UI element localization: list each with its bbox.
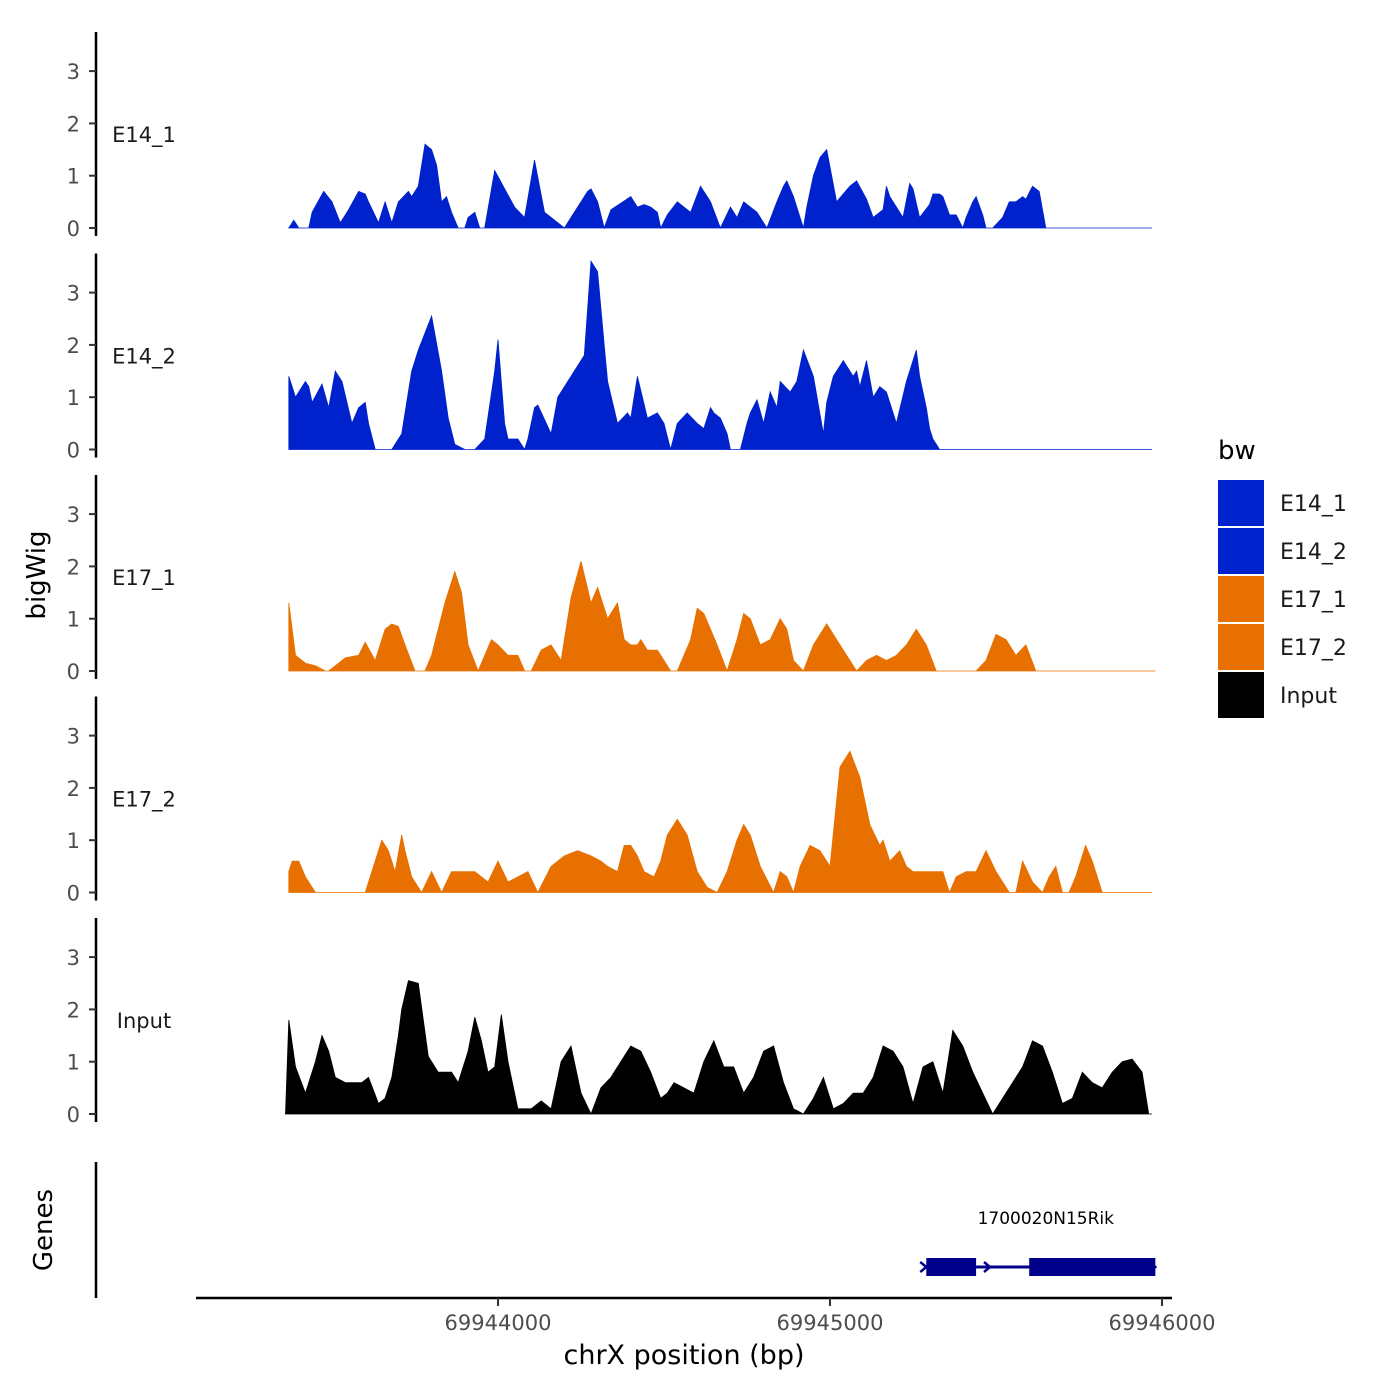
y-tick-label: 1 [67,608,80,632]
strand-arrow [965,1261,974,1273]
legend-label: E17_2 [1280,636,1347,661]
track-E14_1: 0 1 2 3 E14_1 [67,32,1152,241]
x-tick-label: 69946000 [1109,1311,1216,1335]
signal-area-E14_2 [288,259,1152,451]
y-tick-label: 3 [67,60,80,84]
y-tick-label: 1 [67,829,80,853]
y-tick-label: 2 [67,998,80,1022]
genes-track: Genes 1700020N15Rik [29,1162,1158,1298]
track-label: E17_2 [112,788,176,813]
gene-exon [1029,1258,1156,1276]
y-tick-label: 3 [67,725,80,749]
track-Input: 0 1 2 3 Input [67,918,1152,1127]
x-tick-label: 69945000 [777,1311,884,1335]
legend-swatch [1218,480,1264,526]
y-tick-label: 3 [67,503,80,527]
gene-model [919,1258,1158,1276]
y-tick-label: 1 [67,1051,80,1075]
x-tick-label: 69944000 [445,1311,552,1335]
y-tick-label: 1 [67,165,80,189]
signal-area-E17_2 [288,750,1152,894]
y-tick-label: 3 [67,282,80,306]
gene-name-label: 1700020N15Rik [978,1209,1115,1229]
track-E17_1: 0 1 2 3 E17_1 [67,475,1156,684]
track-label: E14_2 [112,345,176,370]
y-tick-label: 0 [67,660,80,684]
signal-tracks: 0 1 2 3 E14_1 0 1 2 3 E14_2 0 1 2 3 E17_1 0 1 2 3 E17_2 0 1 2 3… [67,32,1156,1127]
signal-area-Input [285,980,1152,1116]
y-tick-label: 3 [67,946,80,970]
track-label: E14_1 [112,123,176,148]
track-label: E17_1 [112,566,176,591]
y-tick-label: 0 [67,1103,80,1127]
track-label: Input [117,1009,171,1033]
signal-area-E14_1 [288,143,1152,230]
legend-swatch [1218,624,1264,670]
strand-arrow [983,1261,992,1273]
y-tick-label: 1 [67,386,80,410]
x-axis: 69944000 69945000 69946000 [196,1296,1216,1335]
track-E17_2: 0 1 2 3 E17_2 [67,696,1152,906]
y-tick-label: 2 [67,777,80,801]
legend-swatch [1218,528,1264,574]
gene-exon [926,1258,977,1276]
legend-label: E14_1 [1280,492,1347,517]
y-tick-label: 0 [67,439,80,463]
y-tick-label: 2 [67,112,80,136]
strand-arrow [1148,1261,1158,1273]
legend-swatch [1218,576,1264,622]
signal-area-E17_1 [288,561,1156,673]
y-axis-label: bigWig [22,530,52,619]
legend-label: E17_1 [1280,588,1347,613]
track-E14_2: 0 1 2 3 E14_2 [67,253,1152,463]
genes-track-label: Genes [29,1189,59,1271]
y-tick-label: 0 [67,882,80,906]
legend-label: E14_2 [1280,540,1347,565]
legend-title: bw [1218,436,1256,466]
strand-arrow [919,1261,929,1273]
x-axis-label: chrX position (bp) [563,1340,804,1371]
y-tick-label: 2 [67,555,80,579]
y-tick-label: 2 [67,334,80,358]
legend-swatch [1218,672,1264,718]
legend: bw E14_1 E14_2 E17_1 E17_2 Input [1218,436,1347,718]
y-tick-label: 0 [67,217,80,241]
legend-label: Input [1280,684,1337,709]
